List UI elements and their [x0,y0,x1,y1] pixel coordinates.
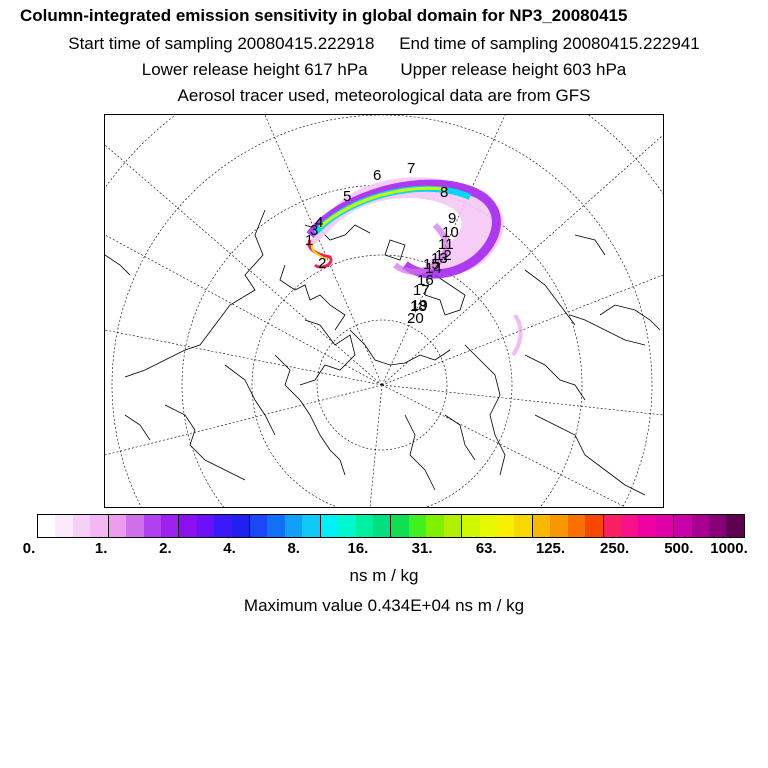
day-label: 15 [423,256,440,273]
colorbar-cell [691,515,710,537]
colorbar-cell [373,515,392,537]
colorbar-cell [391,515,409,537]
day-label: 16 [417,272,434,289]
start-time: Start time of sampling 20080415.222918 [68,34,375,53]
latitude-circles [105,115,663,507]
colorbar-cell [72,515,91,537]
end-time: End time of sampling 20080415.222941 [399,34,700,53]
colorbar-cell [550,515,568,537]
colorbar-cell [709,515,727,537]
colorbar-cell [126,515,144,537]
polar-map: 1 2 3 4 5 6 7 8 9 10 11 12 13 14 15 16 1… [104,114,664,508]
colorbar-tick-label: 31. [411,540,433,557]
plot-title: Column-integrated emission sensitivity i… [20,6,628,25]
upper-release-height: Upper release height 603 hPa [400,60,627,79]
colorbar-cell [496,515,515,537]
map-canvas: 1 2 3 4 5 6 7 8 9 10 11 12 13 14 15 16 1… [105,115,663,507]
day-label: 3 [310,222,318,239]
colorbar-cell [143,515,161,537]
colorbar-cell [302,515,321,537]
release-heights: Lower release height 617 hPa Upper relea… [0,60,768,80]
day-label: 18 [410,298,427,315]
colorbar-tick-label: 8. [287,540,300,557]
colorbar-cell [655,515,675,537]
day-label: 1 [305,232,313,249]
colorbar-cell [585,515,604,537]
colorbar [37,514,745,538]
colorbar-cell [338,515,356,537]
colorbar-tick-label: 1000. [710,540,748,557]
lower-release-height: Lower release height 617 hPa [141,60,368,79]
colorbar-cell [443,515,463,537]
colorbar-cell [462,515,480,537]
day-label: 14 [425,260,442,277]
colorbar-cell [674,515,692,537]
colorbar-cell [320,515,339,537]
colorbar-units: ns m / kg [349,566,419,585]
colorbar-cell [726,515,744,537]
colorbar-cell [214,515,232,537]
tracer-note: Aerosol tracer used, meteorological data… [177,86,591,105]
colorbar-cell [479,515,497,537]
colorbar-tick-label: 16. [347,540,369,557]
coastlines [105,209,661,496]
colorbar-cell [514,515,533,537]
day-label: 6 [373,167,381,184]
colorbar-tick-label: 0. [22,540,36,557]
day-label: 19 [411,297,428,314]
colorbar-tick-label: 2. [159,540,172,557]
day-label: 11 [438,236,454,253]
day-label: 8 [440,184,448,201]
day-label: 5 [343,188,351,205]
colorbar-tick-label: 4. [223,540,236,557]
colorbar-tick-label: 63. [475,540,497,557]
colorbar-cell [284,515,303,537]
meridian-lines [105,115,663,507]
colorbar-cell [567,515,586,537]
colorbar-tick-label: 125. [535,540,566,557]
maximum-value: Maximum value 0.434E+04 ns m / kg [243,596,525,615]
colorbar-cell [267,515,285,537]
day-label: 17 [413,282,430,299]
day-label: 12 [435,247,452,264]
day-label: 2 [318,255,326,272]
colorbar-cell [196,515,215,537]
colorbar-cell [38,515,56,537]
colorbar-cell [250,515,268,537]
day-label: 4 [315,214,323,231]
sampling-times: Start time of sampling 20080415.222918 E… [0,34,768,54]
colorbar-cell [638,515,656,537]
colorbar-cell [603,515,621,537]
colorbar-cell [408,515,427,537]
day-label: 7 [407,160,415,177]
sensitivity-plume [305,177,523,357]
day-label: 13 [431,250,448,267]
colorbar-cell [355,515,374,537]
colorbar-cell [231,515,251,537]
colorbar-cell [532,515,551,537]
colorbar-cell [179,515,197,537]
trajectory-day-labels: 1 2 3 4 5 6 7 8 9 10 11 12 13 14 15 16 1… [305,160,459,327]
colorbar-tick-labels: 0. 1. 2. 4. 8. 16. 31. 63. 125. 250. 500. 1000. [0,540,768,560]
colorbar-tick-label: 500. [664,540,694,557]
colorbar-cell [160,515,180,537]
colorbar-tick-label: 1. [94,540,108,557]
day-label: 20 [407,310,424,327]
colorbar-cell [426,515,444,537]
day-label: 10 [442,224,459,241]
colorbar-cell [108,515,127,537]
colorbar-tick-label: 250. [600,540,630,557]
colorbar-cell [90,515,109,537]
colorbar-cell [55,515,73,537]
colorbar-cell [620,515,639,537]
day-label: 9 [448,210,456,227]
